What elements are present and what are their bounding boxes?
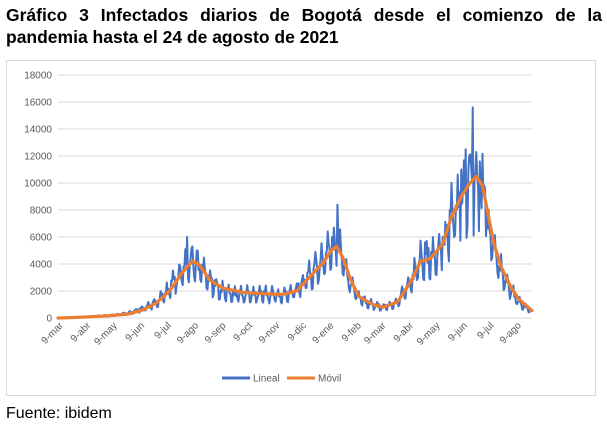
x-tick-label: 9-mar bbox=[40, 320, 67, 347]
x-tick-label: 9-jul bbox=[475, 320, 496, 341]
y-tick-label: 10000 bbox=[24, 179, 52, 190]
y-tick-label: 8000 bbox=[30, 206, 53, 217]
x-tick-label: 9-may bbox=[92, 320, 119, 347]
x-tick-label: 9-jul bbox=[153, 320, 174, 341]
x-tick-label: 9-ene bbox=[311, 320, 337, 346]
x-tick-label: 9-jun bbox=[446, 320, 470, 344]
y-tick-label: 18000 bbox=[24, 71, 52, 82]
series-line-movil bbox=[56, 174, 534, 320]
y-tick-label: 16000 bbox=[24, 98, 52, 109]
x-tick-label: 9-feb bbox=[340, 320, 364, 344]
legend: Lineal Móvil bbox=[222, 374, 341, 385]
y-tick-label: 0 bbox=[46, 314, 52, 325]
y-axis-ticks: 0 2000 4000 6000 8000 10000 12000 14000 16000 180… bbox=[24, 71, 52, 325]
x-tick-label: 9-abr bbox=[69, 320, 94, 345]
x-tick-label: 9-may bbox=[415, 320, 442, 347]
chart-caption: Gráfico 3 Infectados diarios de Bogotá d… bbox=[6, 5, 602, 47]
y-tick-label: 2000 bbox=[30, 287, 53, 298]
x-tick-label: 9-jun bbox=[124, 320, 148, 344]
y-tick-label: 14000 bbox=[24, 125, 52, 136]
x-tick-label: 9-ago bbox=[498, 320, 524, 346]
y-tick-label: 4000 bbox=[30, 260, 53, 271]
series-line-lineal bbox=[57, 106, 533, 319]
legend-label: Lineal bbox=[253, 374, 280, 385]
legend-label: Móvil bbox=[318, 374, 341, 385]
chart-frame bbox=[6, 60, 596, 396]
x-tick-label: 9-oct bbox=[232, 320, 256, 344]
x-tick-label: 9-abr bbox=[392, 320, 417, 345]
x-tick-label: 9-sep bbox=[203, 320, 229, 346]
x-axis-ticks: 9-mar 9-abr 9-may 9-jun 9-jul 9-ago 9-sep 9-oct… bbox=[40, 320, 525, 348]
y-tick-label: 6000 bbox=[30, 233, 53, 244]
x-tick-label: 9-mar bbox=[362, 320, 389, 347]
x-tick-label: 9-dic bbox=[286, 320, 309, 343]
source-note: Fuente: ibidem bbox=[6, 405, 112, 422]
x-tick-label: 9-nov bbox=[257, 320, 282, 345]
y-tick-label: 12000 bbox=[24, 152, 52, 163]
x-tick-label: 9-ago bbox=[175, 320, 201, 346]
series-group bbox=[56, 106, 534, 320]
